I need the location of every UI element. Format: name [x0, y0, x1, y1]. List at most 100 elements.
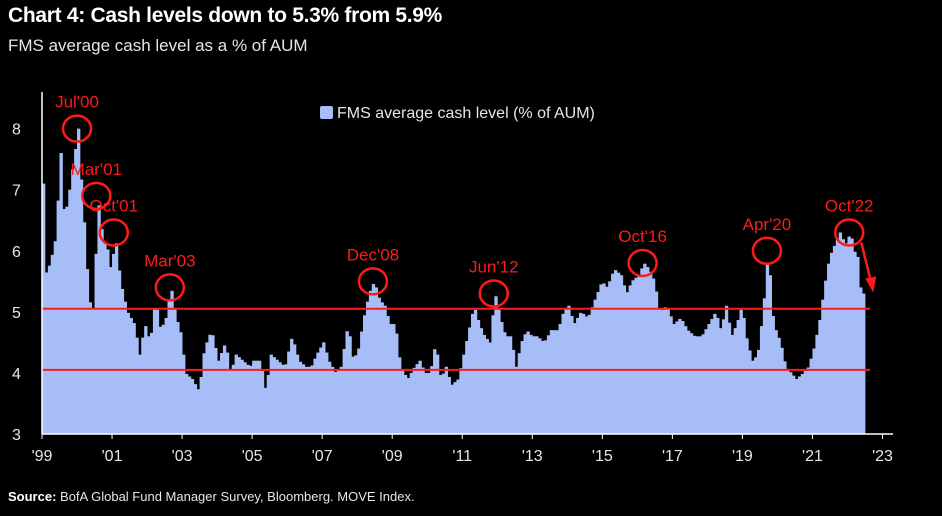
annotation-label: Jun'12 [469, 258, 519, 277]
bar [596, 292, 600, 434]
bar [389, 324, 393, 434]
bar [841, 239, 845, 434]
chart-subtitle: FMS average cash level as a % of AUM [8, 36, 308, 55]
bar [832, 246, 837, 434]
bar [812, 348, 816, 434]
bar [138, 354, 142, 434]
bar [193, 384, 198, 434]
bar [511, 349, 516, 434]
bar [733, 328, 737, 434]
bar [651, 278, 656, 434]
bar [330, 366, 335, 434]
bar [400, 369, 405, 434]
reference-lines [42, 307, 870, 371]
bar [47, 265, 52, 434]
bar [371, 284, 376, 434]
bar [538, 338, 542, 434]
bar [304, 366, 308, 434]
bar [593, 299, 597, 434]
bar [549, 330, 554, 434]
bar [558, 324, 562, 434]
bar [800, 373, 805, 434]
bar [637, 275, 641, 434]
bar [497, 309, 501, 434]
bar [686, 330, 691, 434]
legend-label: FMS average cash level (% of AUM) [337, 105, 595, 122]
bar [622, 285, 627, 434]
bar [187, 376, 192, 434]
bar [257, 360, 262, 434]
bar [786, 368, 790, 434]
x-tick-label: '07 [312, 448, 333, 465]
bar [844, 243, 848, 434]
bar [587, 314, 592, 434]
bar [581, 313, 586, 434]
bar [281, 364, 285, 434]
bar [797, 376, 802, 434]
y-tick-label: 8 [12, 122, 21, 139]
bar [336, 370, 341, 434]
annotation-circle [98, 218, 130, 247]
bar [710, 318, 714, 434]
bar [199, 377, 203, 434]
bar [649, 271, 653, 434]
bar [602, 283, 606, 434]
y-tick-label: 5 [12, 305, 21, 322]
bar [249, 365, 253, 434]
bar [222, 345, 227, 434]
bar [459, 368, 463, 434]
source-text: BofA Global Fund Manager Survey, Bloombe… [60, 489, 415, 504]
bar [418, 360, 422, 434]
y-tick-label: 7 [12, 183, 21, 200]
annotation-label: Mar'01 [71, 160, 122, 179]
bar [220, 353, 224, 434]
chart-title: Chart 4: Cash levels down to 5.3% from 5… [8, 4, 443, 27]
bar [654, 291, 659, 434]
x-tick-label: '09 [382, 448, 403, 465]
bar [106, 249, 110, 434]
bar [771, 315, 775, 434]
bar [835, 239, 840, 434]
bar [409, 372, 414, 434]
bar [272, 357, 276, 434]
bar [237, 357, 241, 434]
bar [161, 324, 165, 434]
legend: FMS average cash level (% of AUM) [320, 105, 595, 122]
x-tick-label: '01 [102, 448, 123, 465]
annotation-circle [81, 181, 112, 211]
bar [202, 353, 206, 434]
bar [599, 284, 603, 434]
annotation-label: Jul'00 [55, 93, 99, 112]
bar [447, 377, 451, 434]
bar [482, 334, 486, 434]
bar [50, 254, 55, 434]
bar [669, 316, 673, 434]
bar [684, 326, 688, 434]
trend-arrow-line [860, 242, 873, 283]
bar [631, 280, 635, 434]
y-tick-label: 4 [12, 366, 21, 383]
bar [570, 315, 574, 434]
bar [739, 309, 743, 434]
bar [363, 315, 367, 434]
bar [368, 290, 373, 434]
y-tick-label: 6 [12, 244, 21, 261]
bar [456, 379, 460, 434]
bar [79, 179, 84, 434]
bar [672, 324, 676, 434]
bar [333, 371, 338, 434]
bar [695, 336, 700, 434]
bar [354, 355, 358, 434]
bar [780, 347, 784, 434]
bar [386, 315, 390, 434]
bar [701, 334, 705, 434]
bar [721, 319, 726, 434]
axes: 3 4 5 6 7 8 '99 '01 '03 '05 '07 '09 '11 '13 '15 '17 '19 '… [12, 92, 893, 465]
bar [526, 331, 530, 434]
bar [441, 373, 446, 434]
y-tick-label: 3 [12, 427, 21, 444]
bar [398, 357, 402, 434]
bar [468, 327, 472, 434]
bar [313, 358, 317, 434]
bar [500, 322, 504, 434]
